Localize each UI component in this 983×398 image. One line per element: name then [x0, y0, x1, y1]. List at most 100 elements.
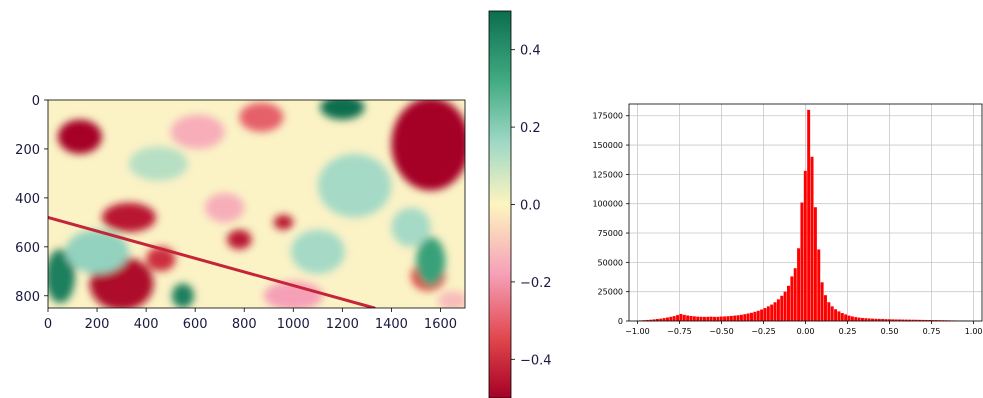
histogram-bar	[834, 309, 838, 321]
histogram-bar	[746, 313, 750, 321]
histogram-y-tick-label: 175000	[592, 112, 623, 121]
histogram-y-tick-label: 50000	[598, 258, 623, 267]
histogram-bar	[854, 317, 858, 321]
histogram-bar	[750, 312, 753, 321]
histogram-bar	[897, 319, 901, 321]
histogram-bar	[679, 313, 683, 321]
histogram-bar	[820, 282, 824, 321]
histogram-bar	[689, 315, 693, 321]
histogram-bar	[918, 319, 922, 321]
histogram-bar	[867, 318, 871, 321]
histogram-bar	[763, 308, 767, 321]
colorbar: 0.4 0.2 0.0 −0.2 −0.4	[488, 10, 552, 398]
histogram-bar	[662, 318, 666, 321]
histogram-bar	[719, 316, 723, 321]
heatmap-x-tick-label: 1000	[277, 317, 310, 332]
histogram-bar	[760, 309, 764, 321]
histogram-bar	[887, 319, 891, 321]
histogram-bar	[793, 268, 797, 321]
histogram-bar	[682, 314, 686, 321]
histogram-bar	[655, 319, 659, 321]
colorbar-gradient	[488, 10, 512, 398]
histogram-bar	[756, 310, 760, 321]
histogram-bar	[847, 315, 851, 321]
histogram-bar	[692, 316, 696, 321]
histogram-bar	[686, 315, 690, 321]
heatmap-region-19	[204, 192, 245, 223]
histogram-bar	[817, 249, 821, 321]
colorbar-tick-label: −0.4	[520, 353, 552, 368]
histogram-bar	[894, 319, 898, 321]
heatmap-region-20	[263, 281, 323, 308]
histogram-bar	[642, 320, 646, 321]
histogram-x-tick-label: 0.00	[797, 327, 815, 336]
heatmap-x-tick-label: 800	[232, 317, 257, 332]
heatmap-x-tick-label: 600	[183, 317, 208, 332]
heatmap-region-6	[273, 215, 294, 230]
histogram-bar	[830, 306, 834, 321]
histogram-bar	[931, 320, 935, 321]
heatmap-region-18	[170, 114, 225, 149]
histogram-bar	[766, 306, 770, 321]
histogram-bar	[934, 320, 938, 321]
histogram-x-tick-label: 1.00	[965, 327, 983, 336]
histogram-bar	[672, 316, 676, 321]
colorbar-tick-label: 0.4	[520, 44, 541, 59]
histogram-bar	[699, 316, 703, 321]
heatmap-region-21	[438, 290, 465, 308]
histogram-bar	[665, 317, 669, 321]
heatmap-frame	[47, 99, 466, 309]
histogram-bar	[938, 320, 942, 321]
heatmap-x-tick-label: 1400	[375, 317, 408, 332]
histogram-bar	[645, 319, 649, 321]
histogram-bar	[911, 319, 915, 321]
histogram-bar	[713, 316, 717, 321]
heatmap-x-tick-label: 200	[85, 317, 110, 332]
heatmap-x-tick-label: 0	[44, 317, 52, 332]
histogram-bar	[874, 318, 878, 321]
heatmap-region-4	[146, 246, 176, 272]
histogram-bar	[924, 319, 928, 321]
histogram-bar	[800, 202, 804, 321]
histogram-x-tick-label: −0.50	[709, 327, 734, 336]
histogram-bar	[753, 311, 757, 321]
heatmap-region-14	[290, 229, 345, 274]
histogram-bar	[810, 156, 814, 321]
histogram-bar	[864, 318, 868, 321]
histogram-y-tick-label: 0	[618, 317, 623, 326]
histogram-bar	[649, 319, 653, 321]
histogram-bar	[783, 291, 787, 321]
histogram-bar	[702, 316, 706, 321]
histogram-y-tick-label: 100000	[592, 200, 623, 209]
colorbar-tick-label: 0.2	[520, 121, 541, 136]
histogram-bar	[904, 319, 908, 321]
heatmap-region-5	[227, 229, 252, 250]
histogram-bar	[871, 318, 875, 321]
heatmap-region-8	[239, 102, 284, 132]
histogram-bar	[709, 316, 713, 321]
heatmap-panel: 0 200 400 600 800 1000 1200 1400 1600 0 200 400 600 8…	[15, 94, 466, 332]
histogram-bar	[723, 316, 727, 321]
histogram-y-tick-label: 125000	[592, 170, 623, 179]
heatmap-x-tick-label: 1200	[326, 317, 359, 332]
histogram-bar	[921, 319, 925, 321]
histogram-bar	[877, 318, 881, 321]
histogram-bar	[669, 316, 673, 321]
heatmap-region-3	[101, 202, 156, 233]
histogram-bar	[928, 320, 932, 321]
heatmap-region-1	[391, 100, 465, 191]
heatmap-y-tick-label: 600	[15, 241, 40, 256]
histogram-bar	[770, 304, 774, 321]
histogram-bar	[850, 316, 854, 321]
histogram-bar	[696, 316, 700, 321]
histogram-bar	[729, 315, 733, 321]
heatmap-ridge-line	[48, 215, 376, 308]
histogram-bar	[844, 314, 848, 321]
heatmap-x-tick-label: 400	[134, 317, 159, 332]
heatmap-y-tick-label: 800	[15, 290, 40, 305]
histogram-bar	[803, 170, 807, 321]
histogram-bar	[881, 319, 885, 321]
histogram-x-tick-label: 0.75	[923, 327, 941, 336]
heatmap-region-13	[317, 153, 392, 218]
